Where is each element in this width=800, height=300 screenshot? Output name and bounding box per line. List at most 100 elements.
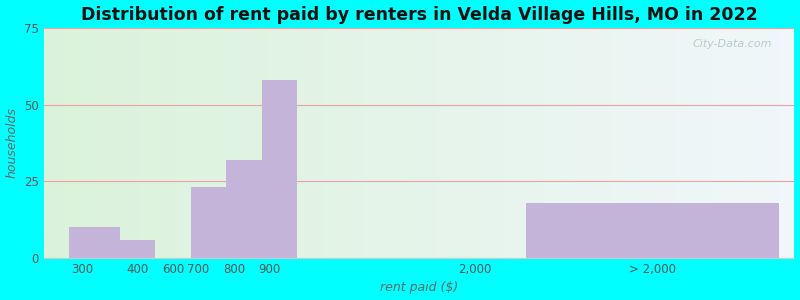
Bar xyxy=(206,28,209,258)
Bar xyxy=(363,28,366,258)
Bar xyxy=(74,28,78,258)
Bar xyxy=(217,28,220,258)
Bar xyxy=(273,28,277,258)
Bar xyxy=(768,28,772,258)
Bar xyxy=(366,28,370,258)
Bar xyxy=(686,28,690,258)
Bar xyxy=(190,28,194,258)
Bar xyxy=(573,28,577,258)
Bar xyxy=(160,28,164,258)
Bar xyxy=(461,28,464,258)
Bar xyxy=(134,28,138,258)
Bar xyxy=(652,28,655,258)
Bar xyxy=(742,28,746,258)
Bar xyxy=(521,28,524,258)
Bar xyxy=(446,28,449,258)
Bar xyxy=(412,28,415,258)
Bar xyxy=(70,227,120,258)
Bar xyxy=(783,28,787,258)
Bar xyxy=(386,28,389,258)
Bar xyxy=(51,28,55,258)
Bar xyxy=(333,28,337,258)
Bar xyxy=(708,28,712,258)
Bar xyxy=(120,240,155,258)
Bar xyxy=(213,28,217,258)
Bar xyxy=(179,28,182,258)
Bar xyxy=(182,28,186,258)
Bar xyxy=(62,28,66,258)
Bar xyxy=(318,28,322,258)
Bar xyxy=(404,28,408,258)
Bar xyxy=(288,28,291,258)
Bar xyxy=(727,28,730,258)
Bar xyxy=(528,28,532,258)
Bar xyxy=(426,28,430,258)
Bar xyxy=(554,28,558,258)
Bar xyxy=(314,28,318,258)
Bar xyxy=(498,28,502,258)
Bar xyxy=(584,28,588,258)
Bar xyxy=(438,28,442,258)
Bar xyxy=(483,28,486,258)
Bar xyxy=(310,28,314,258)
Bar xyxy=(622,28,626,258)
Bar xyxy=(66,28,70,258)
Bar xyxy=(231,28,235,258)
Bar xyxy=(581,28,584,258)
Bar xyxy=(220,28,224,258)
Bar xyxy=(303,28,306,258)
Bar xyxy=(355,28,359,258)
Bar xyxy=(82,28,85,258)
Bar xyxy=(70,28,74,258)
Bar xyxy=(329,28,333,258)
Bar xyxy=(517,28,521,258)
Bar xyxy=(479,28,483,258)
X-axis label: rent paid ($): rent paid ($) xyxy=(380,281,458,294)
Bar xyxy=(48,28,51,258)
Bar xyxy=(142,28,145,258)
Bar xyxy=(644,28,648,258)
Bar xyxy=(526,203,779,258)
Bar xyxy=(370,28,374,258)
Bar xyxy=(108,28,111,258)
Bar xyxy=(269,28,273,258)
Bar xyxy=(423,28,426,258)
Bar xyxy=(382,28,386,258)
Bar xyxy=(494,28,498,258)
Bar xyxy=(730,28,734,258)
Bar xyxy=(393,28,397,258)
Bar xyxy=(716,28,719,258)
Bar xyxy=(397,28,400,258)
Bar xyxy=(96,28,100,258)
Bar xyxy=(633,28,637,258)
Bar xyxy=(378,28,382,258)
Bar xyxy=(340,28,344,258)
Bar xyxy=(224,28,228,258)
Bar xyxy=(592,28,595,258)
Bar xyxy=(667,28,670,258)
Bar xyxy=(510,28,513,258)
Bar xyxy=(449,28,453,258)
Bar xyxy=(659,28,663,258)
Bar xyxy=(306,28,310,258)
Bar xyxy=(209,28,213,258)
Bar xyxy=(457,28,461,258)
Bar xyxy=(242,28,246,258)
Bar xyxy=(614,28,618,258)
Bar xyxy=(89,28,93,258)
Bar xyxy=(299,28,303,258)
Bar xyxy=(513,28,517,258)
Bar xyxy=(453,28,457,258)
Bar xyxy=(588,28,592,258)
Bar xyxy=(712,28,716,258)
Bar xyxy=(618,28,622,258)
Bar xyxy=(258,28,262,258)
Bar xyxy=(59,28,62,258)
Bar xyxy=(535,28,539,258)
Bar xyxy=(55,28,59,258)
Bar xyxy=(750,28,753,258)
Bar xyxy=(153,28,157,258)
Bar xyxy=(280,28,284,258)
Bar xyxy=(164,28,168,258)
Bar xyxy=(697,28,701,258)
